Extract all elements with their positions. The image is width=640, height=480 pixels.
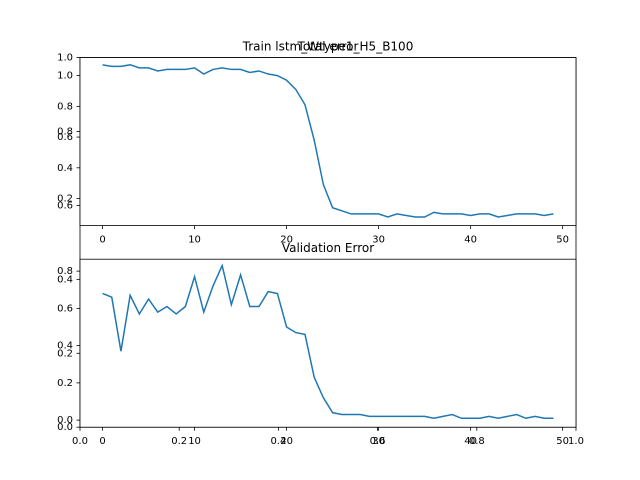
x-tick-label: 30	[372, 235, 385, 246]
x-tick-label: 10	[188, 436, 201, 447]
axes-background	[80, 57, 576, 226]
x-tick-label: 1.0	[568, 436, 584, 447]
y-tick-label: 0.2	[57, 194, 73, 205]
x-tick-label: 50	[556, 436, 569, 447]
x-tick-label: 40	[464, 436, 477, 447]
y-tick-label: 0.2	[57, 378, 73, 389]
data-line	[102, 64, 554, 218]
axes-title: Validation Error	[282, 241, 374, 255]
y-tick-label: 0.0	[57, 422, 73, 433]
y-tick-label: 1.0	[57, 53, 73, 64]
y-tick-label: 0.6	[57, 200, 73, 211]
axes-frame	[79, 258, 577, 428]
x-tick-label: 20	[280, 235, 293, 246]
x-tick-label: 0.6	[370, 436, 386, 447]
x-tick-label: 0	[99, 436, 105, 447]
y-tick-label: 0.4	[57, 163, 73, 174]
x-tick-label: 50	[556, 235, 569, 246]
data-line	[102, 263, 554, 420]
y-tick-label: 0.8	[57, 101, 73, 112]
axes-frame	[79, 57, 577, 226]
x-tick-label: 0.2	[171, 436, 187, 447]
y-tick-label: 0.4	[57, 274, 73, 285]
y-tick-label: 0.4	[57, 341, 73, 352]
x-tick-label: 30	[372, 436, 385, 447]
axes-background	[80, 259, 576, 428]
axes-title: Total error	[297, 40, 359, 54]
y-tick-label: 1.0	[57, 71, 73, 82]
y-tick-label: 0.6	[57, 303, 73, 314]
x-tick-label: 20	[280, 436, 293, 447]
y-tick-label: 0.6	[57, 132, 73, 143]
y-tick-label: 0.8	[57, 127, 73, 138]
x-tick-label: 0.8	[469, 436, 485, 447]
x-tick-label: 0.4	[270, 436, 286, 447]
y-tick-label: 0.0	[57, 415, 73, 426]
axes-title: Train lstm_Wtype1_H5_B100	[242, 40, 414, 54]
x-tick-label: 0	[99, 235, 105, 246]
y-tick-label: 0.2	[57, 348, 73, 359]
x-tick-label: 10	[188, 235, 201, 246]
x-tick-label: 40	[464, 235, 477, 246]
x-tick-label: 0.0	[72, 436, 88, 447]
y-tick-label: 0.8	[57, 266, 73, 277]
